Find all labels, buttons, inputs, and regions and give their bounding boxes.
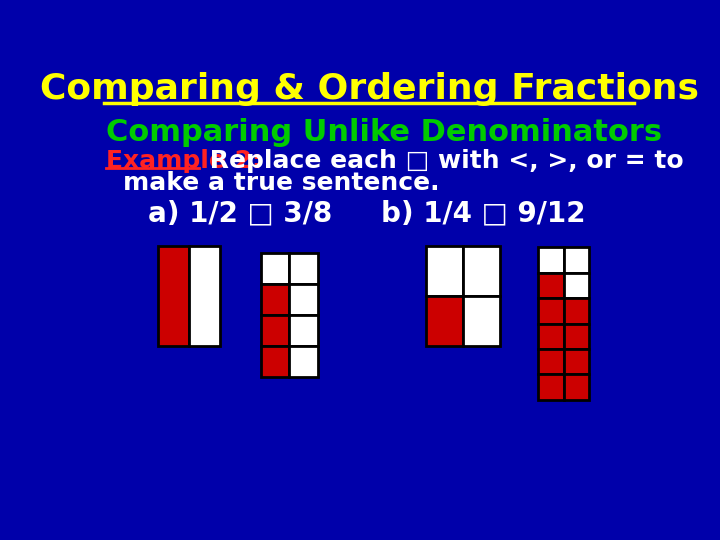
Text: a) 1/2 □ 3/8: a) 1/2 □ 3/8 — [148, 199, 333, 227]
Bar — [564, 349, 589, 374]
Bar — [289, 253, 318, 284]
Bar — [426, 246, 463, 296]
Bar — [564, 323, 589, 349]
Bar — [463, 296, 500, 346]
Bar — [261, 253, 289, 284]
Bar — [289, 315, 318, 346]
Text: Comparing & Ordering Fractions: Comparing & Ordering Fractions — [40, 72, 698, 106]
Bar — [538, 349, 564, 374]
Bar — [261, 284, 289, 315]
Bar — [426, 296, 463, 346]
Bar — [289, 284, 318, 315]
Bar — [158, 246, 189, 346]
Bar — [261, 315, 289, 346]
Text: Comparing Unlike Denominators: Comparing Unlike Denominators — [106, 118, 662, 147]
Bar — [564, 273, 589, 298]
Bar — [564, 298, 589, 323]
Text: b) 1/4 □ 9/12: b) 1/4 □ 9/12 — [381, 199, 585, 227]
Bar — [538, 323, 564, 349]
Bar — [538, 247, 564, 273]
Bar — [564, 247, 589, 273]
Bar — [538, 298, 564, 323]
Bar — [289, 346, 318, 377]
Bar — [261, 346, 289, 377]
Text: Example 2:: Example 2: — [106, 149, 261, 173]
Bar — [538, 374, 564, 400]
Text: Replace each □ with <, >, or = to: Replace each □ with <, >, or = to — [201, 149, 683, 173]
Bar — [538, 273, 564, 298]
Bar — [564, 374, 589, 400]
Bar — [463, 246, 500, 296]
Text: make a true sentence.: make a true sentence. — [122, 171, 439, 194]
Bar — [189, 246, 220, 346]
